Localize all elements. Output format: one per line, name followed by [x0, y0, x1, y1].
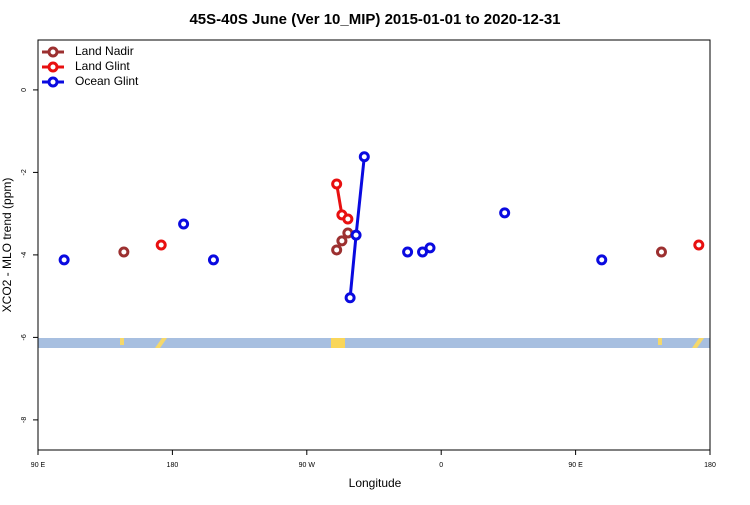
- legend-marker: [47, 61, 59, 73]
- y-tick-label: -6: [21, 334, 28, 340]
- data-point: [342, 213, 354, 225]
- x-tick-label: 0: [439, 462, 443, 469]
- data-point: [402, 246, 414, 258]
- data-point: [350, 229, 362, 241]
- map-strip: [38, 338, 710, 348]
- data-point: [331, 178, 343, 190]
- legend-label: Land Nadir: [75, 44, 134, 58]
- data-point: [118, 246, 130, 258]
- legend-label: Ocean Glint: [75, 74, 139, 88]
- series-line: [337, 233, 662, 252]
- series-line: [337, 184, 699, 245]
- data-point: [693, 239, 705, 251]
- legend-marker: [47, 76, 59, 88]
- x-tick-label: 180: [167, 462, 179, 469]
- series-line: [350, 157, 602, 298]
- plot-frame: [37, 39, 711, 451]
- y-axis-label: XCO2 - MLO trend (ppm): [0, 178, 14, 313]
- y-tick-label: -2: [21, 169, 28, 175]
- data-point: [655, 246, 667, 258]
- data-point: [358, 151, 370, 163]
- data-point: [331, 244, 343, 256]
- data-point: [207, 254, 219, 266]
- data-point: [336, 235, 348, 247]
- data-point: [344, 292, 356, 304]
- x-tick-label: 90 E: [31, 462, 46, 469]
- data-point: [155, 239, 167, 251]
- y-tick-label: 0: [21, 88, 28, 92]
- y-tick-label: -4: [21, 252, 28, 258]
- data-point: [178, 218, 190, 230]
- data-point: [499, 207, 511, 219]
- x-tick-label: 90 E: [568, 462, 583, 469]
- data-point: [424, 242, 436, 254]
- x-tick-label: 180: [704, 462, 716, 469]
- x-tick-label: 90 W: [299, 462, 316, 469]
- legend-marker: [47, 46, 59, 58]
- x-axis-label: Longitude: [349, 476, 402, 490]
- legend-label: Land Glint: [75, 59, 130, 73]
- chart-title: 45S-40S June (Ver 10_MIP) 2015-01-01 to …: [189, 11, 560, 28]
- data-point: [596, 254, 608, 266]
- y-tick-label: -8: [21, 417, 28, 423]
- data-point: [58, 254, 70, 266]
